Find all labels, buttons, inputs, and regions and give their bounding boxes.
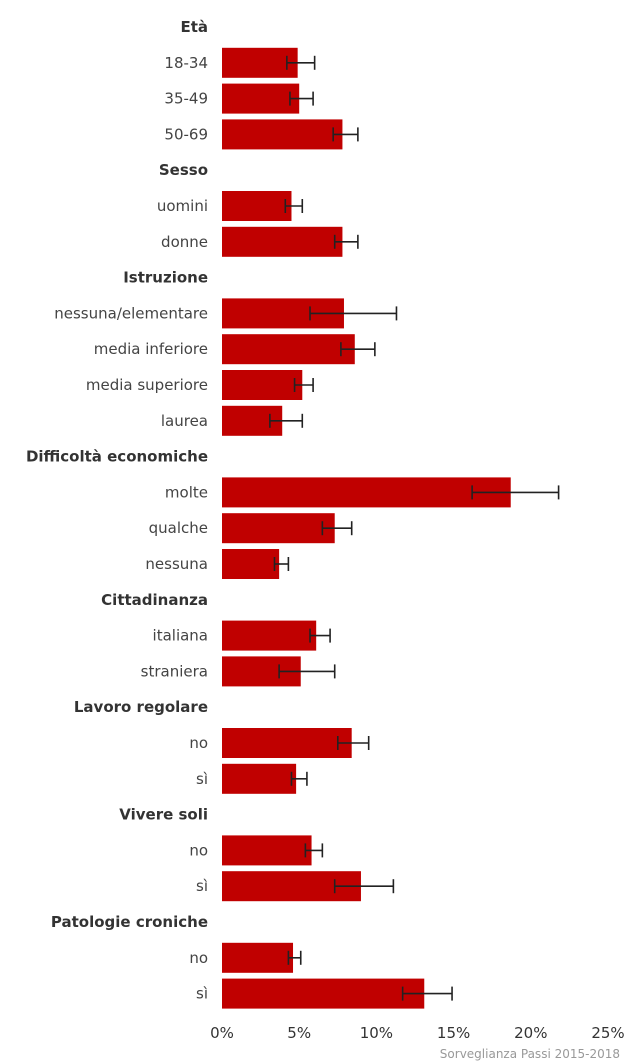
bar — [222, 978, 425, 1009]
error-bar — [321, 521, 353, 536]
category-label: sì — [196, 985, 208, 1003]
category-label: donne — [161, 233, 208, 251]
bar — [222, 47, 298, 78]
category-label: laurea — [161, 412, 208, 430]
bar — [222, 119, 343, 150]
bar — [222, 835, 312, 866]
group-title: Patologie croniche — [51, 913, 208, 931]
error-bar — [336, 736, 370, 750]
x-tick-label: 10% — [360, 1024, 393, 1042]
error-bar — [286, 55, 316, 70]
bar — [222, 83, 300, 114]
group-title: Età — [180, 18, 208, 36]
group-title: Difficoltà economiche — [26, 448, 208, 466]
category-label: italiana — [153, 627, 208, 645]
x-tick-label: 20% — [514, 1024, 547, 1042]
error-bar — [273, 557, 290, 571]
error-bar — [278, 664, 336, 679]
bar — [222, 763, 297, 794]
error-bar — [304, 843, 324, 858]
x-tick-label: 0% — [210, 1024, 234, 1042]
chart-marks: Età 18-34 35-49 50-69 Sesso uomini donne Istruz… — [26, 18, 560, 1009]
group-title: Lavoro regolare — [74, 698, 208, 716]
group-title: Istruzione — [123, 269, 208, 287]
category-label: nessuna/elementare — [54, 304, 208, 322]
bar — [222, 477, 511, 508]
category-label: sì — [196, 770, 208, 788]
error-bar — [287, 950, 302, 965]
category-label: no — [189, 949, 208, 967]
category-label: qualche — [149, 519, 208, 537]
category-label: sì — [196, 877, 208, 895]
group-title: Cittadinanza — [101, 591, 208, 609]
bar — [222, 549, 280, 579]
error-bar — [332, 127, 359, 142]
category-label: 50-69 — [164, 125, 208, 143]
category-label: straniera — [141, 662, 208, 680]
bar — [222, 942, 294, 973]
x-tick-label: 25% — [591, 1024, 624, 1042]
x-tick-label: 15% — [437, 1024, 470, 1042]
bar — [222, 728, 352, 758]
bar — [222, 226, 343, 257]
error-bar — [340, 342, 376, 357]
category-label: molte — [165, 483, 208, 501]
bar — [222, 513, 335, 544]
category-label: uomini — [157, 197, 208, 215]
category-label: nessuna — [145, 555, 208, 573]
bar — [222, 191, 292, 221]
bar — [222, 370, 303, 400]
source-label: Sorveglianza Passi 2015-2018 — [440, 1047, 620, 1061]
category-label: media inferiore — [94, 340, 208, 358]
group-title: Sesso — [159, 161, 208, 179]
error-bar — [309, 628, 331, 643]
bar — [222, 334, 355, 365]
category-label: 35-49 — [164, 90, 208, 108]
error-bar — [401, 986, 453, 1001]
category-label: no — [189, 841, 208, 859]
error-bar — [471, 485, 560, 500]
error-bar — [269, 413, 304, 428]
category-label: media superiore — [86, 376, 208, 394]
error-bar — [333, 879, 395, 894]
category-label: 18-34 — [164, 54, 208, 72]
error-bar — [290, 771, 308, 786]
x-tick-label: 5% — [287, 1024, 311, 1042]
x-axis: 0% 5% 10% 15% 20% 25% — [210, 1024, 625, 1042]
error-bar — [309, 306, 398, 321]
error-bar — [293, 378, 314, 392]
category-label: no — [189, 734, 208, 752]
bar — [222, 620, 317, 651]
error-bar — [289, 91, 314, 106]
group-title: Vivere soli — [119, 806, 208, 824]
error-bar — [284, 199, 304, 213]
error-bar — [333, 234, 359, 249]
